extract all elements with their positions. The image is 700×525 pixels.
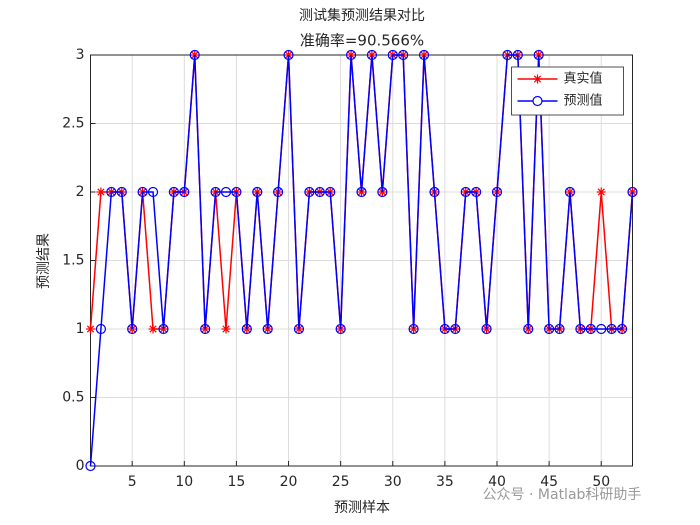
circle-marker — [147, 186, 159, 198]
circle-marker — [210, 186, 221, 198]
circle-marker — [627, 186, 638, 198]
star-marker — [221, 324, 231, 334]
circle-marker — [544, 323, 555, 335]
star-marker — [596, 187, 606, 197]
y-tick-label: 1 — [76, 321, 85, 337]
legend-marker — [532, 95, 543, 107]
star-marker — [148, 324, 158, 334]
y-tick-label: 1.5 — [62, 253, 84, 269]
x-tick-label: 40 — [488, 474, 506, 490]
circle-marker — [252, 186, 263, 198]
circle-marker — [127, 323, 138, 335]
circle-marker — [95, 323, 107, 335]
y-tick-label: 0 — [76, 458, 85, 474]
circle-marker — [200, 323, 211, 335]
circle-marker — [471, 186, 482, 198]
circle-marker — [356, 186, 367, 198]
circle-marker — [418, 49, 430, 61]
circle-marker — [231, 186, 242, 198]
y-tick-label: 2 — [76, 184, 85, 200]
x-tick-label: 15 — [228, 474, 246, 490]
circle-marker — [596, 323, 607, 335]
legend-label: 预测值 — [564, 93, 603, 109]
circle-marker — [439, 323, 450, 335]
circle-marker — [262, 323, 273, 335]
circle-marker — [523, 323, 534, 335]
circle-marker — [502, 49, 513, 61]
legend-label: 真实值 — [564, 71, 603, 87]
x-tick-label: 25 — [332, 474, 350, 490]
circle-marker — [273, 186, 284, 198]
circle-marker — [429, 186, 440, 198]
circle-marker — [564, 186, 576, 198]
y-axis-label: 预测结果 — [36, 233, 52, 289]
circle-marker — [283, 49, 294, 61]
circle-marker — [106, 186, 117, 198]
x-tick-label: 30 — [384, 474, 402, 490]
star-marker — [86, 324, 95, 334]
star-stroke — [97, 188, 105, 196]
circle-marker — [481, 323, 492, 335]
circle-marker — [554, 323, 565, 335]
y-tick-label: 3 — [76, 47, 85, 63]
x-tick-label: 35 — [436, 474, 454, 490]
circle-marker — [314, 186, 325, 198]
circle-marker — [398, 49, 409, 61]
circle-marker — [179, 186, 190, 198]
circle-marker — [408, 323, 419, 335]
circle-marker — [512, 49, 523, 61]
circle-marker — [325, 186, 336, 198]
circle-marker — [85, 460, 96, 472]
chart-subtitle: 准确率=90.566% — [300, 32, 424, 50]
watermark: 公众号 · Matlab科研助手 — [483, 487, 642, 503]
circle-marker — [189, 49, 200, 61]
x-tick-label: 10 — [175, 474, 193, 490]
circle-marker — [158, 323, 169, 335]
circle-marker — [168, 186, 179, 198]
circle-marker — [460, 186, 471, 198]
legend-box — [511, 66, 624, 116]
circle-marker — [366, 49, 378, 61]
circle-marker — [533, 49, 544, 61]
x-tick-label: 20 — [280, 474, 298, 490]
circle-marker — [575, 323, 586, 335]
star-marker — [96, 187, 106, 197]
circle-marker — [450, 323, 461, 335]
circle-marker — [335, 323, 346, 335]
circle-marker — [241, 323, 252, 335]
circle-marker — [137, 186, 148, 198]
circle-marker — [293, 323, 305, 335]
circle-marker — [345, 49, 357, 61]
circle-marker — [616, 323, 628, 335]
circle-marker — [606, 323, 617, 335]
circle-marker — [116, 186, 127, 198]
circle-marker — [491, 186, 503, 198]
star-stroke — [149, 325, 157, 333]
circle-marker — [585, 323, 596, 335]
circle-marker — [377, 186, 388, 198]
x-tick-label: 45 — [540, 474, 558, 490]
x-tick-label: 50 — [592, 474, 610, 490]
y-tick-label: 0.5 — [62, 390, 84, 406]
x-tick-label: 5 — [128, 474, 137, 490]
circle-marker — [304, 186, 315, 198]
star-stroke — [86, 325, 95, 333]
circle-marker — [387, 49, 398, 61]
star-stroke — [222, 325, 230, 333]
legend-marker — [533, 74, 542, 84]
star-stroke — [533, 75, 542, 83]
chart-title: 测试集预测结果对比 — [299, 7, 425, 24]
y-tick-label: 2.5 — [62, 116, 84, 132]
series-line — [89, 54, 634, 467]
plot-frame — [90, 54, 633, 467]
star-stroke — [597, 188, 605, 196]
x-axis-label: 预测样本 — [334, 500, 390, 516]
circle-marker — [220, 186, 232, 198]
